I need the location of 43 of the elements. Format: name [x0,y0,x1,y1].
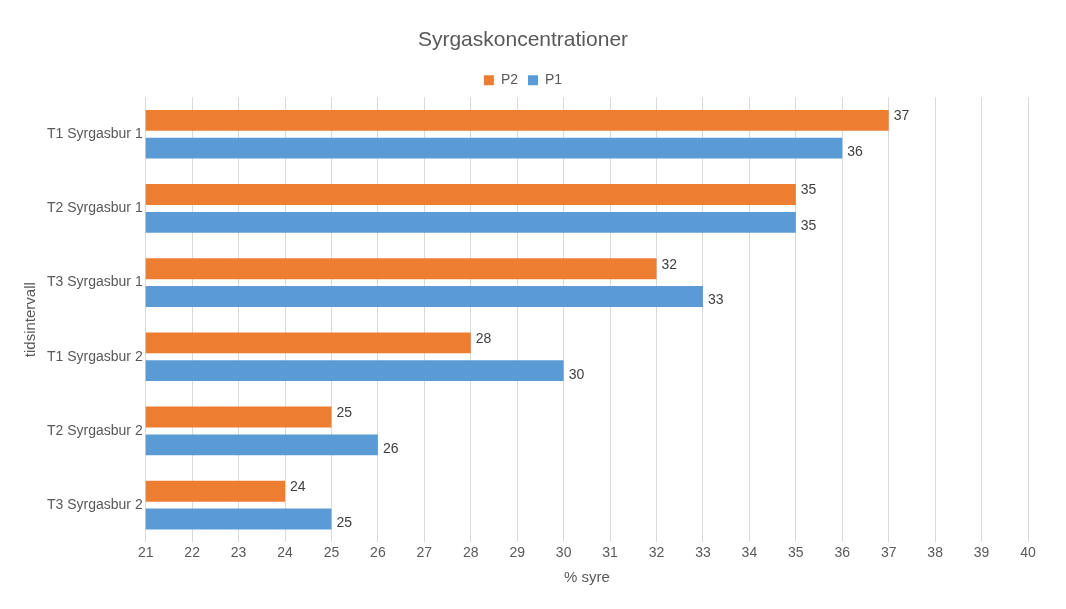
data-label: 35 [800,181,817,198]
x-tick-label: 33 [695,544,711,561]
x-tick-label: 36 [834,544,851,561]
data-label: 24 [290,478,306,495]
legend-label: P2 [500,71,519,88]
data-label: 36 [847,143,864,160]
data-label: 30 [568,365,585,382]
x-tick-label: 25 [323,544,340,561]
x-tick-label: 35 [788,544,804,561]
data-label: 33 [707,291,724,308]
data-label: 25 [336,403,353,420]
x-tick-label: 28 [462,544,479,561]
x-tick-label: 30 [555,544,572,561]
y-axis-title: tidsintervall [21,282,39,358]
x-tick-label: 22 [184,544,201,561]
data-label: 26 [382,439,399,456]
y-tick-label: T2 Syrgasbur 2 [46,421,143,438]
y-tick-label: T3 Syrgasbur 2 [46,495,143,512]
data-label: 25 [336,513,353,530]
x-tick-label: 27 [416,544,433,561]
x-tick-label: 23 [230,544,247,561]
legend-label: P1 [545,71,563,88]
data-label: 37 [893,107,910,124]
x-tick-label: 32 [648,544,665,561]
y-tick-label: T1 Syrgasbur 1 [46,125,143,142]
data-label: 32 [661,255,678,272]
y-tick-label: T1 Syrgasbur 2 [46,347,143,364]
x-tick-label: 34 [741,544,758,561]
x-tick-label: 21 [137,544,154,561]
y-tick-label: T2 Syrgasbur 1 [46,199,143,216]
x-tick-label: 40 [1020,544,1036,561]
x-tick-label: 26 [370,544,386,561]
x-tick-label: 31 [602,544,619,561]
data-label: 28 [475,329,492,346]
x-tick-label: 24 [277,544,294,561]
data-label: 35 [800,217,817,234]
x-tick-label: 29 [509,544,526,561]
x-tick-label: 39 [973,544,990,561]
y-tick-label: T3 Syrgasbur 1 [46,273,143,290]
x-tick-label: 37 [880,544,897,561]
x-tick-label: 38 [927,544,944,561]
chart-title: Syrgaskoncentrationer [417,27,629,51]
x-axis-title: % syre [563,568,610,586]
